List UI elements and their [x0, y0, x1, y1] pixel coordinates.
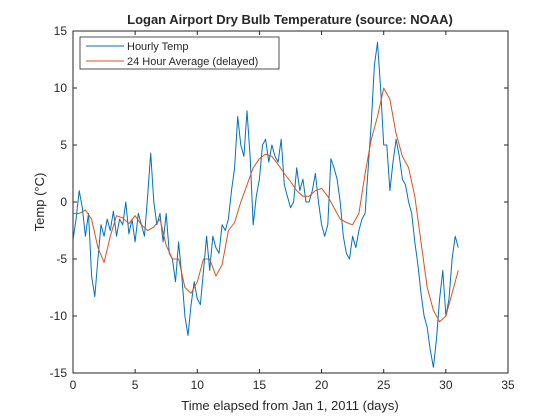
y-tick-label: 5 — [60, 138, 67, 152]
chart-title: Logan Airport Dry Bulb Temperature (sour… — [127, 12, 453, 27]
y-axis-label: Temp (°C) — [32, 173, 47, 232]
legend: Hourly Temp 24 Hour Average (delayed) — [79, 36, 280, 70]
y-tick-label: -5 — [56, 252, 67, 266]
tick-layer: 0 5 10 15 20 25 30 35 -15 -10 -5 0 5 10 15 — [50, 24, 515, 392]
series-line-hourly-temp — [72, 41, 459, 368]
y-tick-label: 0 — [60, 195, 67, 209]
x-axis-label: Time elapsed from Jan 1, 2011 (days) — [181, 398, 399, 413]
data-layer — [72, 41, 459, 368]
legend-label-average: 24 Hour Average (delayed) — [127, 56, 258, 68]
plot-area — [73, 31, 508, 373]
y-tick-label: -10 — [50, 309, 68, 323]
x-tick-label: 0 — [70, 378, 77, 392]
y-tick-label: 10 — [54, 81, 68, 95]
x-tick-label: 5 — [132, 378, 139, 392]
x-tick-label: 30 — [439, 378, 453, 392]
y-tick-label: 15 — [54, 24, 68, 38]
y-tick-label: -15 — [50, 366, 68, 380]
x-tick-label: 25 — [377, 378, 391, 392]
legend-label-hourly: Hourly Temp — [127, 41, 189, 53]
x-tick-label: 10 — [191, 378, 205, 392]
series-line-24h-average — [73, 87, 459, 323]
x-tick-label: 35 — [501, 378, 515, 392]
x-tick-label: 20 — [315, 378, 329, 392]
legend-box — [79, 36, 280, 70]
x-tick-label: 15 — [253, 378, 267, 392]
